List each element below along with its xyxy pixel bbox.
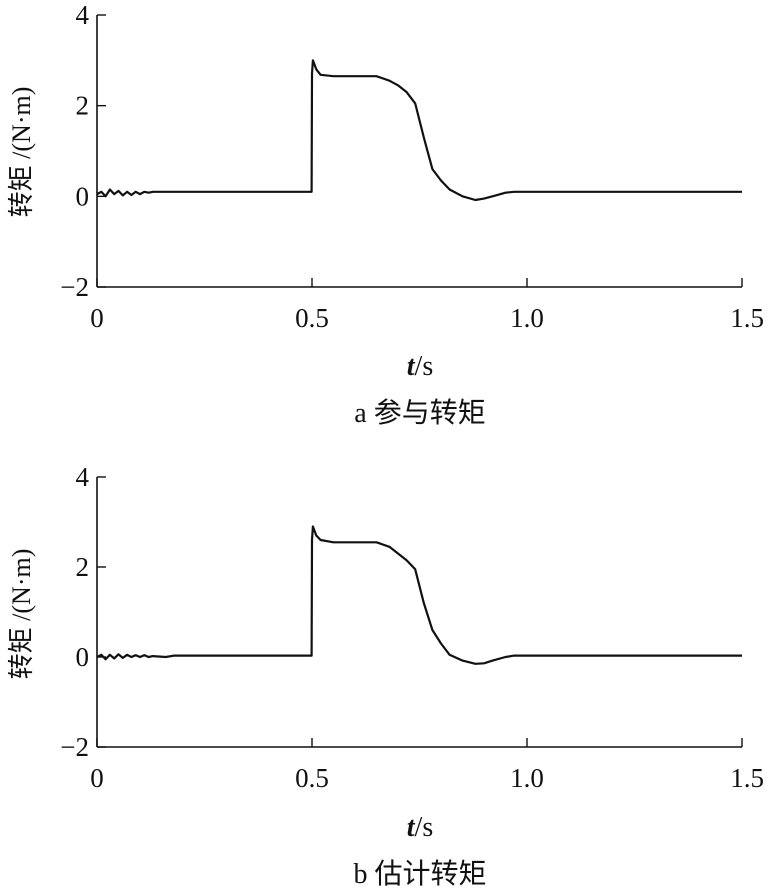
- chart-b-y-tick-label: −2: [60, 732, 89, 762]
- chart-a-y-tick-label: −2: [60, 272, 89, 302]
- chart-b-xlabel-var: t: [407, 812, 416, 843]
- chart-a-x-tick-label: 1.0: [510, 303, 544, 333]
- chart-b-ylabel: 转矩 /(N·m): [7, 549, 36, 680]
- chart-a-xlabel-unit: /s: [415, 351, 434, 382]
- chart-b-xlabel-unit: /s: [415, 812, 434, 843]
- chart-a-xlabel: t/s: [407, 351, 433, 382]
- chart-b-y-tick-label: 0: [76, 642, 90, 672]
- chart-a-ylabel: 转矩 /(N·m): [7, 87, 36, 218]
- chart-a-x-tick-label: 1.5: [730, 303, 764, 333]
- chart-b-x-tick-label: 1.5: [730, 763, 764, 793]
- chart-b-y-tick-label: 2: [76, 552, 90, 582]
- chart-b-y-tick-label: 4: [76, 462, 90, 492]
- chart-b-caption: b 估计转矩: [353, 858, 486, 890]
- chart-a-x-tick-label: 0.5: [295, 303, 329, 333]
- chart-b-x-tick-label: 0: [90, 763, 104, 793]
- chart-b-x-tick-label: 1.0: [510, 763, 544, 793]
- chart-a-y-tick-label: 0: [76, 181, 90, 211]
- chart-a-y-tick-label: 4: [76, 0, 90, 30]
- chart-a-series-line: [96, 59, 742, 202]
- chart-b-x-tick-label: 0.5: [295, 763, 329, 793]
- chart-a-xlabel-var: t: [407, 351, 416, 382]
- chart-a-x-tick-label: 0: [90, 303, 104, 333]
- chart-b-series-line: [96, 525, 742, 665]
- chart-a-caption: a 参与转矩: [354, 397, 485, 429]
- chart-b-xlabel: t/s: [407, 812, 433, 843]
- chart-a-y-tick-label: 2: [76, 91, 90, 121]
